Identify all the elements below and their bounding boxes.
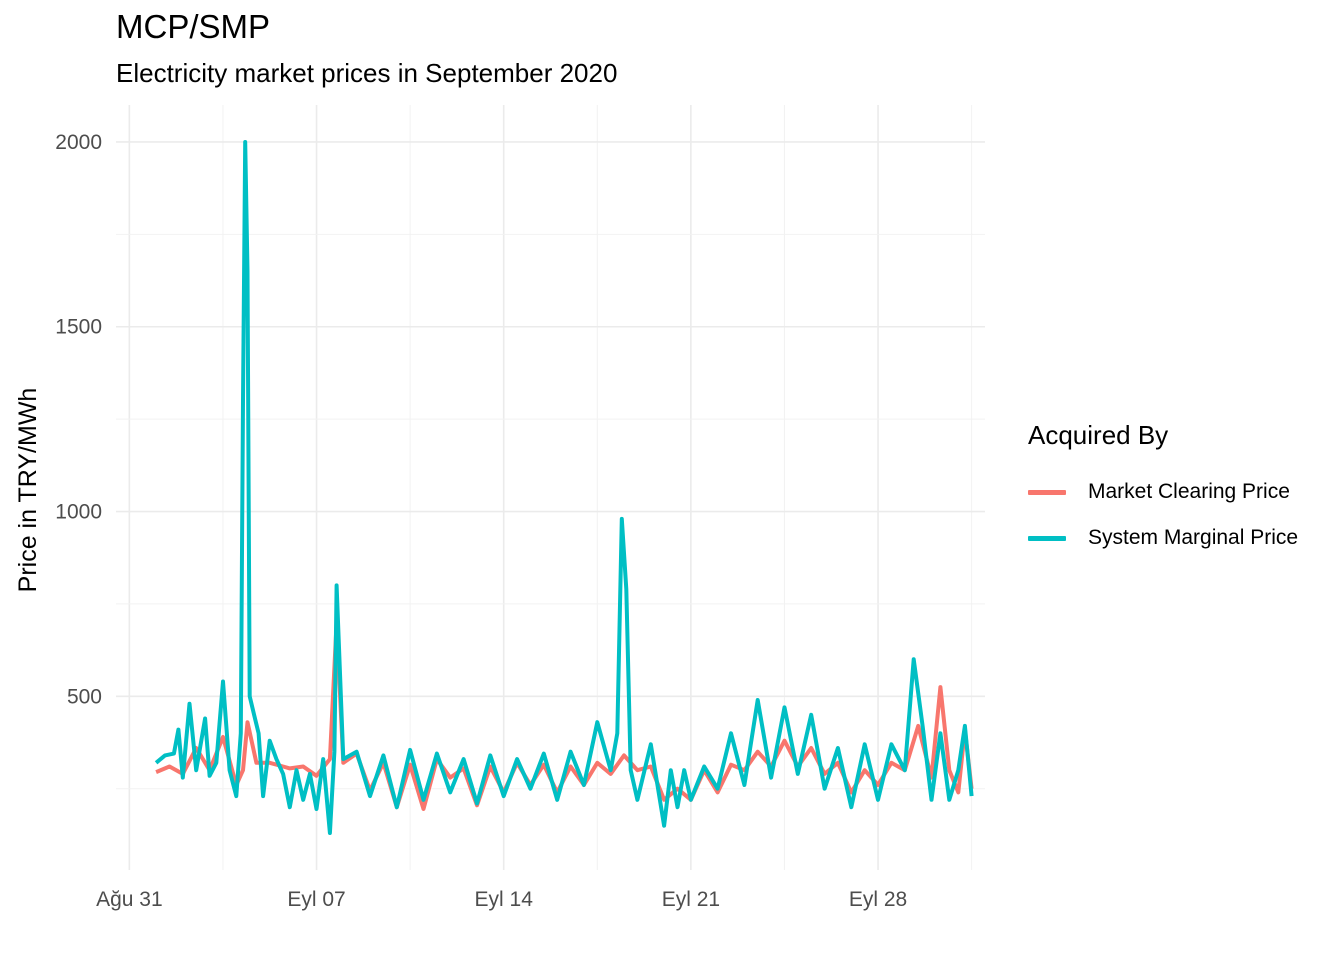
legend-label-smp: System Marginal Price xyxy=(1088,526,1299,549)
x-tick-label: Eyl 14 xyxy=(475,888,534,911)
legend-title: Acquired By xyxy=(1028,420,1169,450)
chart-title: MCP/SMP xyxy=(116,8,271,45)
x-tick-label: Eyl 07 xyxy=(287,888,345,911)
y-axis-label: Price in TRY/MWh xyxy=(14,388,42,593)
legend-item-smp: System Marginal Price xyxy=(1028,515,1298,561)
y-tick-label: 1000 xyxy=(55,501,102,524)
y-tick-label: 2000 xyxy=(55,131,102,154)
x-tick-label: Eyl 21 xyxy=(662,888,720,911)
series-layer xyxy=(154,140,974,835)
legend-swatch-smp xyxy=(1028,535,1066,541)
legend-label-mcp: Market Clearing Price xyxy=(1088,480,1290,503)
y-tick-label: 500 xyxy=(67,685,102,708)
legend-item-mcp: Market Clearing Price xyxy=(1028,469,1298,515)
legend: Acquired By Market Clearing Price System… xyxy=(1028,420,1298,561)
legend-swatch-mcp xyxy=(1028,489,1066,495)
chart-subtitle: Electricity market prices in September 2… xyxy=(116,58,618,88)
x-tick-label: Eyl 28 xyxy=(849,888,907,911)
tick-layer: Ağu 31 Eyl 07 Eyl 14 Eyl 21 Eyl 28 500 1000 150… xyxy=(55,131,907,911)
x-tick-label: Ağu 31 xyxy=(96,888,163,911)
series-line-smp xyxy=(154,140,974,835)
y-tick-label: 1500 xyxy=(55,316,102,339)
